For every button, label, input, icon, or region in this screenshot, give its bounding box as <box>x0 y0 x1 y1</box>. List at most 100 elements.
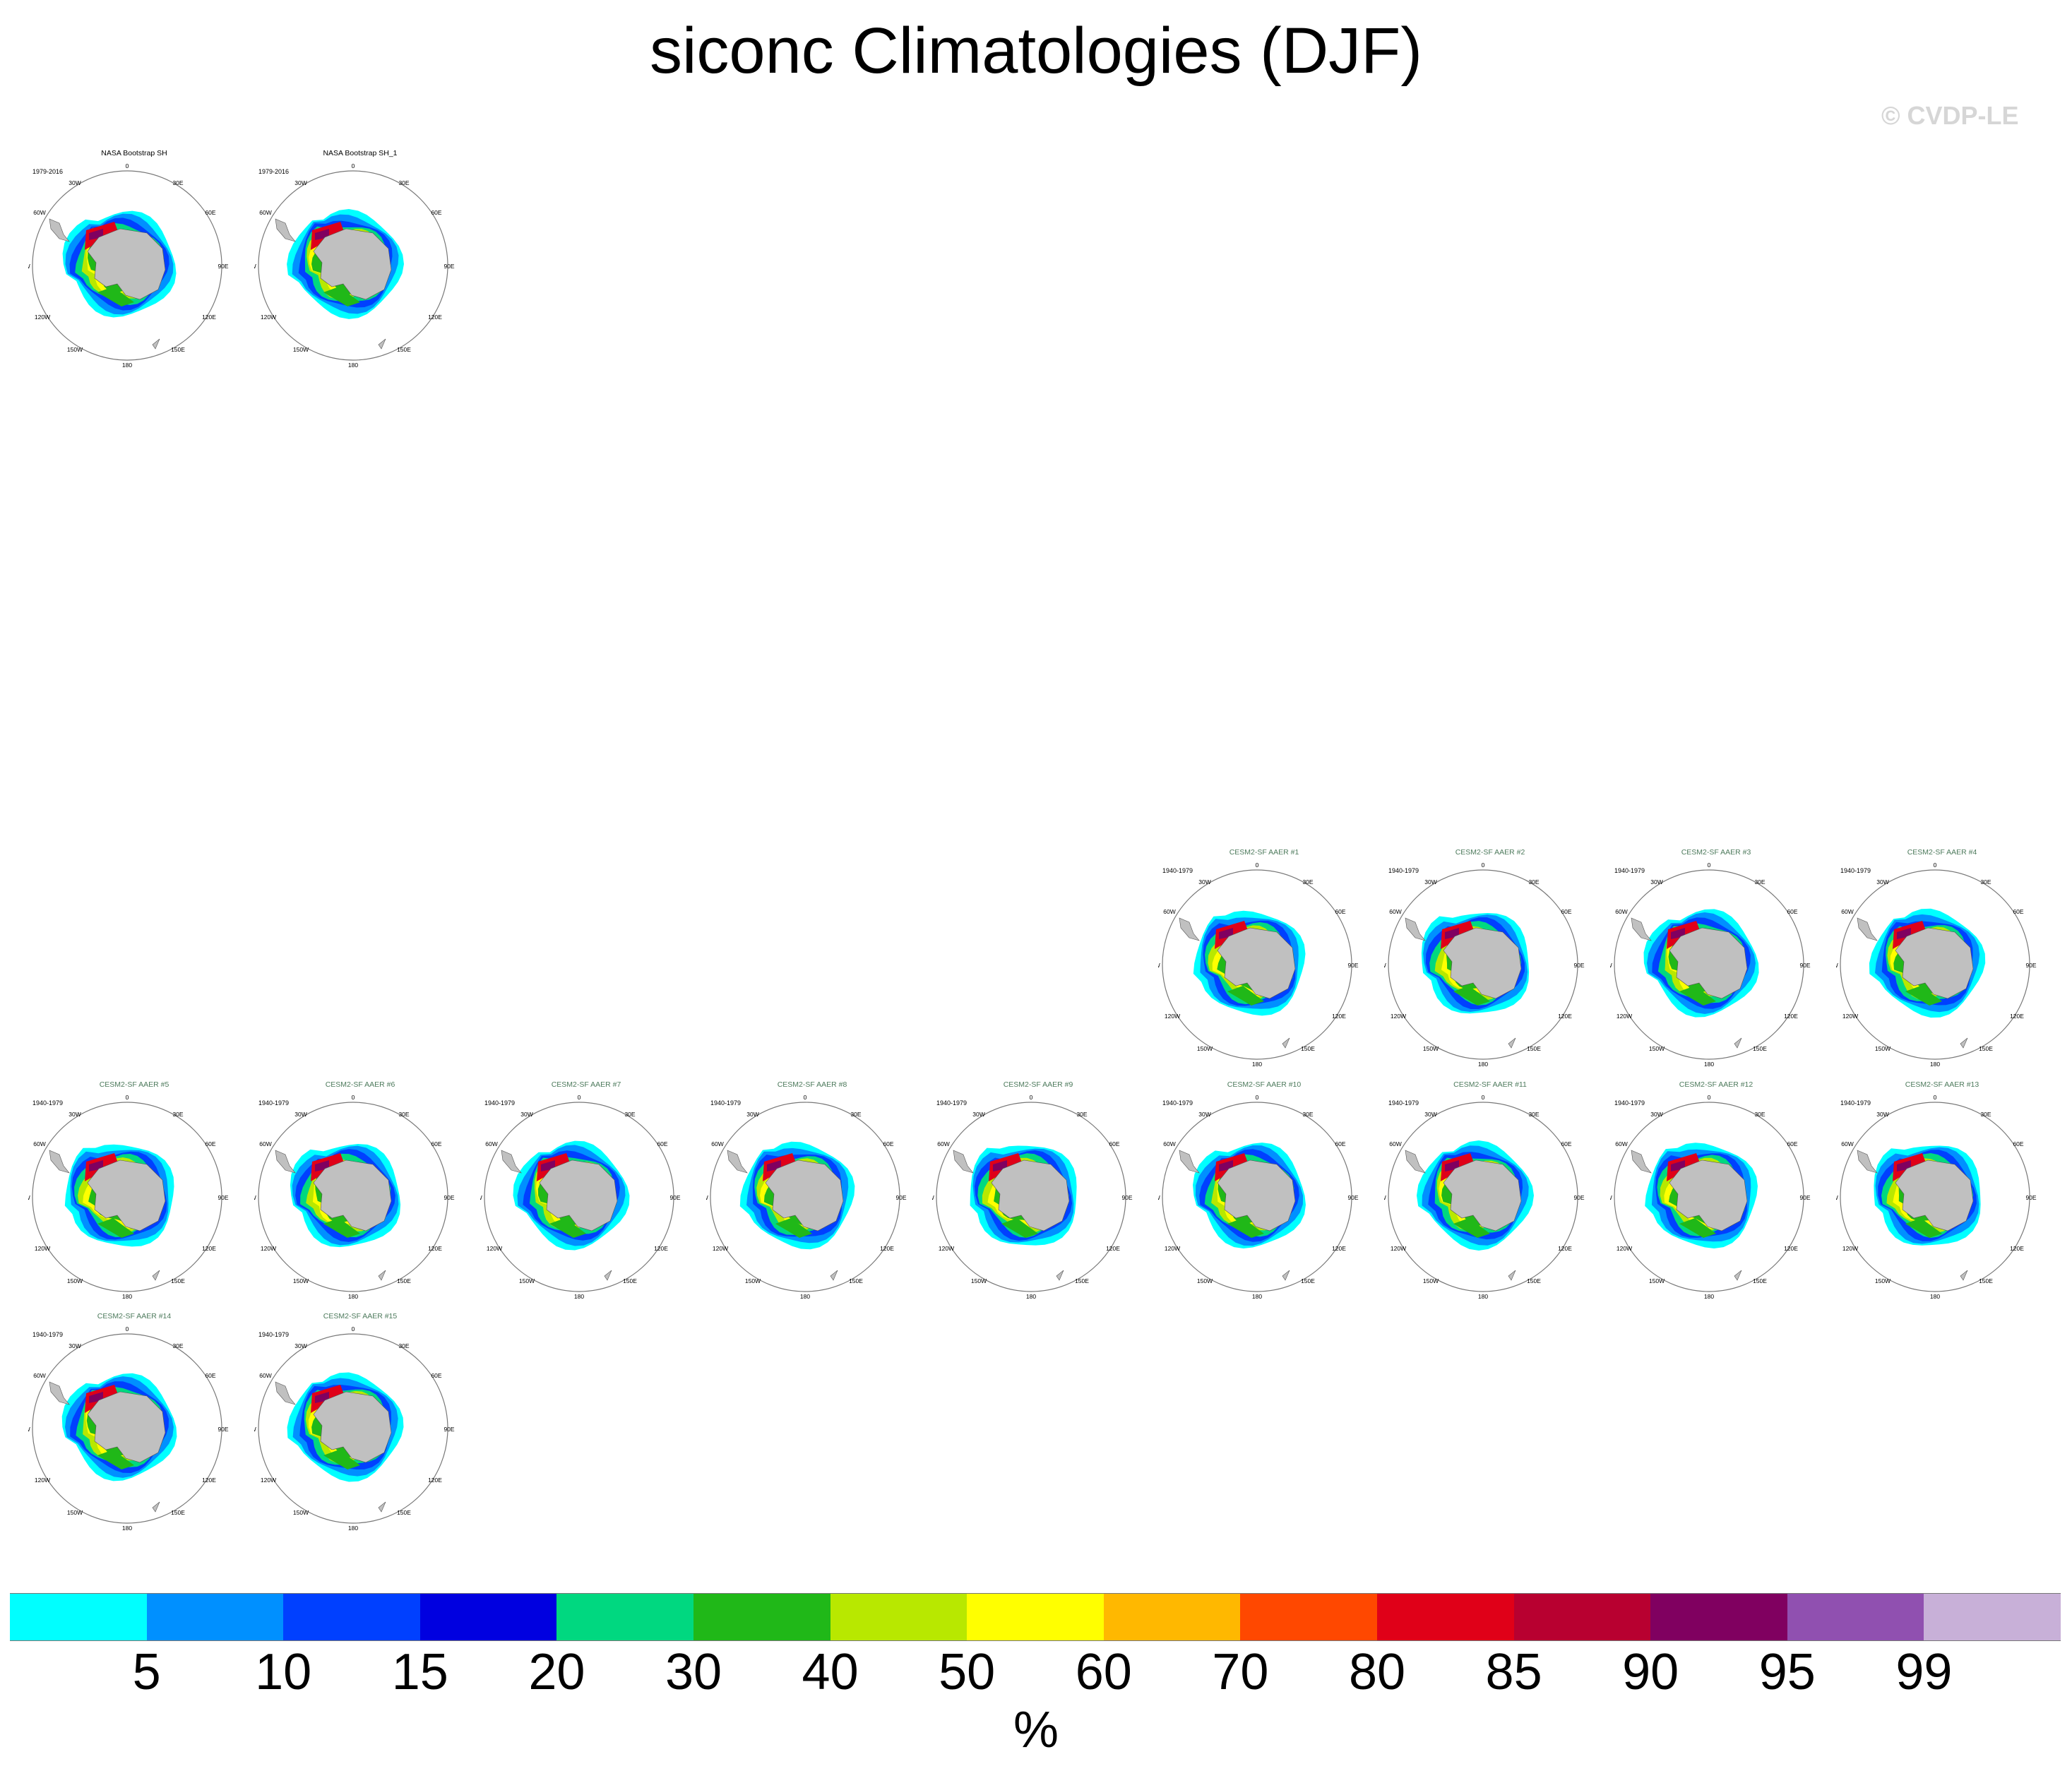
longitude-label-60W: 60W <box>1615 1140 1627 1147</box>
polar-map: 0 30E 60E 90E 120E 150E 180 150W 120W 90W 60W 30W <box>1836 1094 2037 1300</box>
longitude-label-30W: 30W <box>972 1111 984 1118</box>
longitude-label-90W: 90W <box>254 1194 256 1201</box>
map-panel: 0 30E 60E 90E 120E 150E 180 150W 120W 90W 60W 30W CE… <box>1610 1080 1836 1302</box>
longitude-label-30E: 30E <box>172 179 183 186</box>
south-america-landmass <box>1405 1150 1426 1174</box>
longitude-label-60E: 60E <box>205 1372 215 1379</box>
longitude-label-90W: 90W <box>1836 1194 1838 1201</box>
longitude-label-180: 180 <box>1704 1061 1714 1068</box>
polar-map: 0 30E 60E 90E 120E 150E 180 150W 120W 90W 60W 30W <box>1384 861 1585 1068</box>
longitude-label-30W: 30W <box>746 1111 758 1118</box>
colorbar-tick-label: 10 <box>255 1644 312 1700</box>
longitude-label-120E: 120E <box>1784 1245 1798 1252</box>
panel-period: 1940-1979 <box>32 1099 64 1107</box>
ross-sea-band <box>1001 1218 1038 1238</box>
panel-period: 1940-1979 <box>1614 1099 1645 1107</box>
longitude-label-180: 180 <box>348 362 358 369</box>
longitude-label-120E: 120E <box>654 1245 668 1252</box>
longitude-label-150W: 150W <box>971 1277 987 1284</box>
ross-sea-band <box>97 287 134 306</box>
longitude-label-0: 0 <box>1708 861 1711 869</box>
longitude-label-150W: 150W <box>67 346 83 353</box>
colorbar-box <box>1103 1593 1241 1641</box>
longitude-label-120E: 120E <box>428 1245 442 1252</box>
south-america-landmass <box>49 1150 70 1174</box>
antarctica-landmass <box>87 1159 166 1232</box>
antarctica-landmass <box>313 1391 392 1463</box>
new-zealand-landmass <box>604 1270 612 1281</box>
longitude-label-120W: 120W <box>713 1245 728 1252</box>
polar-map: 0 30E 60E 90E 120E 150E 180 150W 120W 90W 60W 30W <box>932 1094 1133 1300</box>
colorbar-box <box>693 1593 831 1641</box>
polar-map: 0 30E 60E 90E 120E 150E 180 150W 120W 90W 60W 30W <box>254 1094 455 1300</box>
longitude-label-30E: 30E <box>172 1111 183 1118</box>
new-zealand-landmass <box>378 1270 386 1281</box>
south-america-landmass <box>275 1150 296 1174</box>
longitude-label-90E: 90E <box>1799 1194 1810 1201</box>
longitude-label-120E: 120E <box>428 1477 442 1484</box>
south-america-landmass <box>275 1381 296 1405</box>
ross-sea-band <box>1905 986 1942 1006</box>
longitude-label-30E: 30E <box>1302 878 1313 886</box>
ross-sea-band <box>1227 1218 1264 1238</box>
longitude-label-30E: 30E <box>172 1342 183 1349</box>
colorbar-box <box>1787 1593 1924 1641</box>
longitude-label-30E: 30E <box>624 1111 635 1118</box>
longitude-label-90W: 90W <box>1384 1194 1386 1201</box>
longitude-label-30W: 30W <box>69 179 81 186</box>
longitude-label-60E: 60E <box>205 1140 215 1147</box>
longitude-label-150W: 150W <box>1423 1277 1439 1284</box>
longitude-label-60W: 60W <box>1389 1140 1401 1147</box>
longitude-label-60W: 60W <box>1389 908 1401 915</box>
longitude-label-0: 0 <box>1934 1094 1937 1101</box>
panel-period: 1940-1979 <box>1162 1099 1193 1107</box>
longitude-label-60E: 60E <box>883 1140 893 1147</box>
longitude-label-0: 0 <box>1708 1094 1711 1101</box>
longitude-label-150E: 150E <box>1301 1277 1315 1284</box>
longitude-label-150E: 150E <box>849 1277 863 1284</box>
longitude-label-90E: 90E <box>218 263 228 270</box>
longitude-label-150W: 150W <box>1423 1045 1439 1052</box>
ross-sea-band <box>775 1218 812 1238</box>
longitude-label-30E: 30E <box>1754 1111 1765 1118</box>
longitude-label-120W: 120W <box>939 1245 954 1252</box>
longitude-label-0: 0 <box>126 1094 129 1101</box>
longitude-label-30W: 30W <box>1650 1111 1662 1118</box>
new-zealand-landmass <box>152 338 160 350</box>
longitude-label-30E: 30E <box>850 1111 861 1118</box>
panel-period: 1940-1979 <box>32 1331 64 1338</box>
longitude-label-150W: 150W <box>1875 1277 1891 1284</box>
longitude-label-0: 0 <box>1256 861 1259 869</box>
polar-map: 0 30E 60E 90E 120E 150E 180 150W 120W 90W 60W 30W <box>254 162 455 369</box>
south-america-landmass <box>1179 1150 1200 1174</box>
colorbar-tick-label: 99 <box>1895 1644 1953 1700</box>
panel-title: CESM2-SF AAER #15 <box>323 1312 398 1320</box>
longitude-label-180: 180 <box>574 1293 584 1300</box>
new-zealand-landmass <box>1960 1037 1968 1049</box>
antarctica-landmass <box>313 1159 392 1232</box>
polar-map: 0 30E 60E 90E 120E 150E 180 150W 120W 90W 60W 30W <box>1158 861 1359 1068</box>
longitude-label-120E: 120E <box>2010 1013 2024 1020</box>
antarctica-landmass <box>539 1159 618 1232</box>
longitude-label-60W: 60W <box>1615 908 1627 915</box>
longitude-label-150W: 150W <box>1197 1045 1213 1052</box>
panel-title: CESM2-SF AAER #2 <box>1455 848 1525 857</box>
ross-sea-band <box>1905 1218 1942 1238</box>
new-zealand-landmass <box>152 1270 160 1281</box>
longitude-label-60W: 60W <box>1841 1140 1853 1147</box>
longitude-label-120E: 120E <box>1784 1013 1798 1020</box>
copyright-watermark: © CVDP-LE <box>1881 101 2019 130</box>
longitude-label-150E: 150E <box>1527 1277 1541 1284</box>
polar-map: 0 30E 60E 90E 120E 150E 180 150W 120W 90W 60W 30W <box>28 1094 229 1300</box>
longitude-label-90W: 90W <box>1158 962 1160 969</box>
longitude-label-120W: 120W <box>1165 1013 1180 1020</box>
longitude-label-120E: 120E <box>1558 1245 1572 1252</box>
longitude-label-60W: 60W <box>259 209 271 216</box>
longitude-label-120W: 120W <box>1616 1013 1632 1020</box>
colorbar-units: % <box>1013 1702 1059 1758</box>
panel-title: NASA Bootstrap SH_1 <box>323 149 398 157</box>
longitude-label-150E: 150E <box>397 1509 411 1516</box>
new-zealand-landmass <box>1734 1270 1742 1281</box>
longitude-label-30E: 30E <box>398 1111 409 1118</box>
